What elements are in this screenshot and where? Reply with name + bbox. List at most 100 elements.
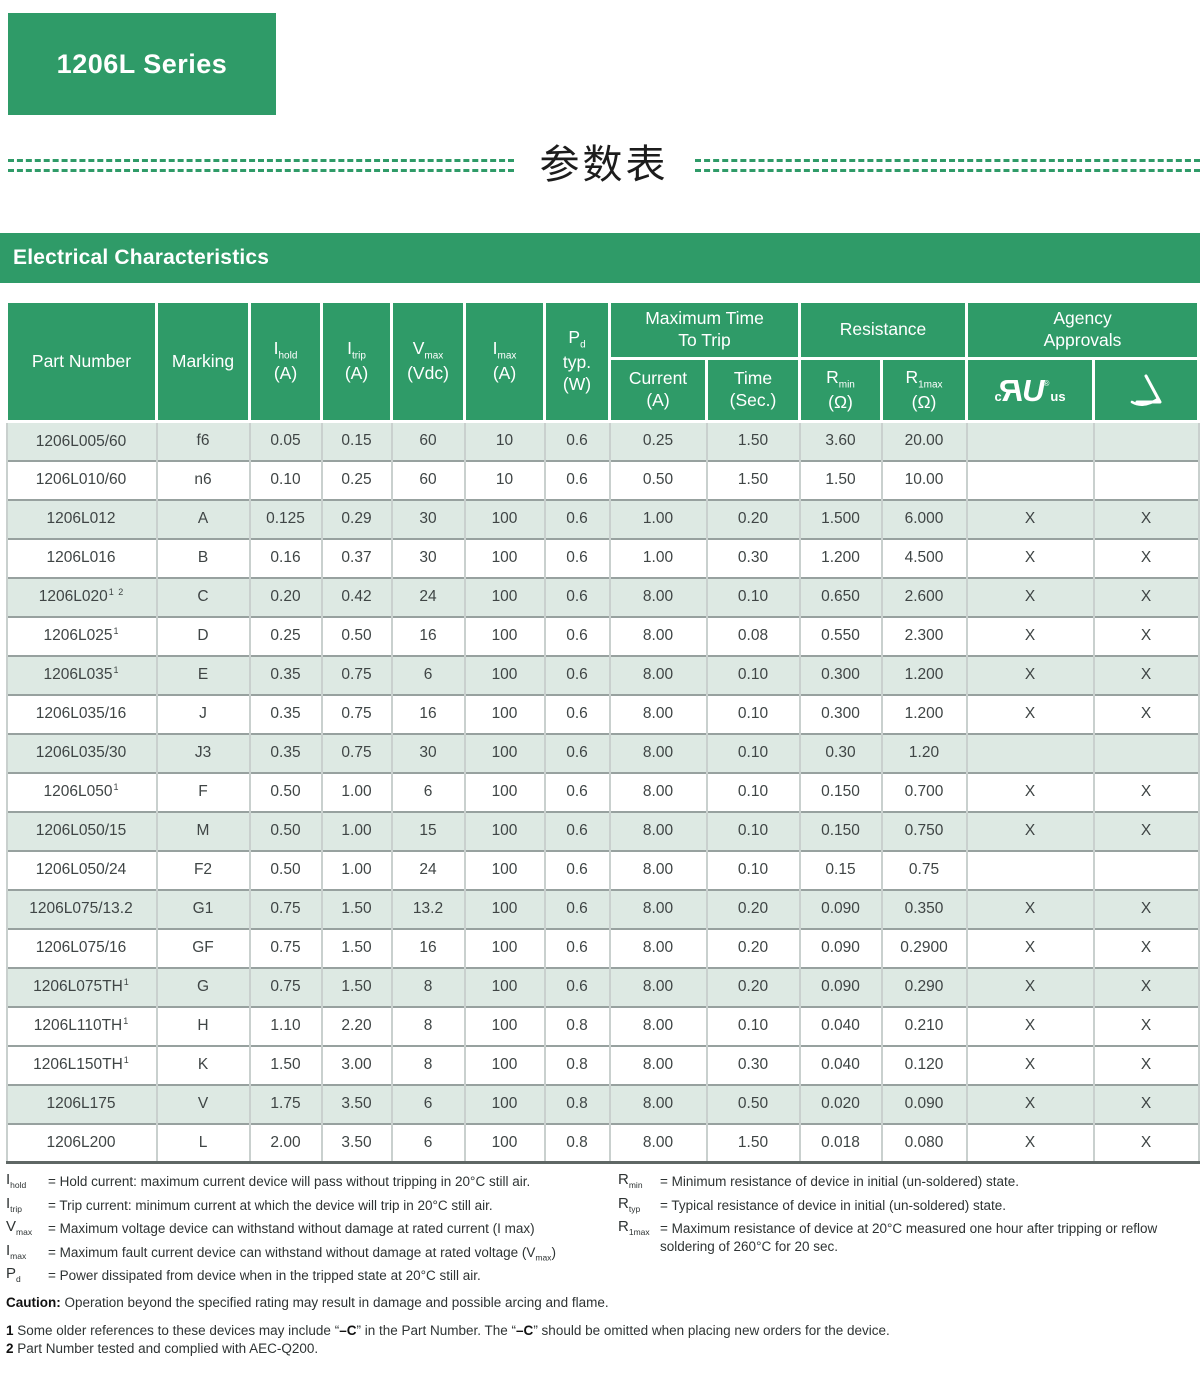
cell-r1max: 4.500: [880, 537, 968, 578]
cell-ul-approval: X: [965, 498, 1095, 539]
cell-imax: 100: [463, 732, 546, 773]
note-2: 2 Part Number tested and complied with A…: [6, 1341, 319, 1357]
cell-marking: B: [155, 537, 251, 578]
cell-itrip: 3.50: [320, 1083, 393, 1124]
cell-imax: 100: [463, 927, 546, 968]
col-tuv-approval: [1092, 357, 1200, 423]
cell-part-number: 1206L050/15: [5, 810, 158, 851]
cell-trip-current: 8.00: [608, 732, 708, 773]
cell-ul-approval: X: [965, 654, 1095, 695]
cell-trip-current: 0.50: [608, 459, 708, 500]
cell-marking: K: [155, 1044, 251, 1085]
cell-r1max: 1.200: [880, 654, 968, 695]
cell-marking: GF: [155, 927, 251, 968]
col-imax: Imax (A): [463, 300, 546, 423]
cell-trip-current: 1.00: [608, 537, 708, 578]
cell-tuv-approval: [1092, 421, 1200, 461]
cell-rmin: 0.090: [798, 966, 883, 1007]
table-row: 1206L035/16 J 0.35 0.75 16 100 0.6 8.00 …: [5, 693, 1200, 734]
table-header: Part Number Marking Ihold (A) Itrip (A) Vm…: [5, 300, 1200, 423]
cell-imax: 100: [463, 537, 546, 578]
cell-pd: 0.8: [543, 1122, 611, 1163]
cell-itrip: 0.29: [320, 498, 393, 539]
cell-rmin: 1.500: [798, 498, 883, 539]
cell-imax: 100: [463, 576, 546, 617]
cell-trip-current: 8.00: [608, 810, 708, 851]
footnote-itrip: Itrip = Trip current: minimum current at …: [6, 1194, 493, 1214]
cell-trip-current: 1.00: [608, 498, 708, 539]
cell-part-number: 1206L150TH1: [5, 1044, 158, 1085]
col-marking: Marking: [155, 300, 251, 423]
cell-vmax: 15: [390, 810, 466, 851]
cell-vmax: 16: [390, 927, 466, 968]
cell-vmax: 30: [390, 732, 466, 773]
caution-label: Caution:: [6, 1295, 61, 1310]
cell-trip-time: 0.20: [705, 498, 801, 539]
cell-ihold: 0.50: [248, 771, 323, 812]
col-group-resistance: Resistance: [797, 300, 969, 360]
cell-rmin: 1.200: [798, 537, 883, 578]
cell-imax: 100: [463, 1005, 546, 1046]
cell-part-number: 1206L012: [5, 498, 158, 539]
cell-part-number: 1206L200: [5, 1122, 158, 1163]
cell-imax: 100: [463, 849, 546, 890]
cell-tuv-approval: [1092, 849, 1200, 890]
cell-ihold: 0.05: [248, 421, 323, 461]
cell-rmin: 0.550: [798, 615, 883, 656]
cell-part-number: 1206L075TH1: [5, 966, 158, 1007]
cell-tuv-approval: X: [1092, 693, 1200, 734]
col-vmax: Vmax (Vdc): [390, 300, 466, 423]
caution-line: Caution: Operation beyond the specified …: [6, 1295, 1196, 1310]
cell-trip-time: 0.20: [705, 927, 801, 968]
cell-marking: n6: [155, 459, 251, 500]
spec-table: Part Number Marking Ihold (A) Itrip (A) Vm…: [5, 300, 1200, 1164]
table-row: 1206L150TH1 K 1.50 3.00 8 100 0.8 8.00 0…: [5, 1044, 1200, 1085]
cell-rmin: 0.150: [798, 810, 883, 851]
cell-vmax: 6: [390, 1083, 466, 1124]
cell-ihold: 0.50: [248, 810, 323, 851]
cell-imax: 10: [463, 459, 546, 500]
cell-itrip: 3.00: [320, 1044, 393, 1085]
cell-trip-current: 8.00: [608, 1005, 708, 1046]
cell-r1max: 0.75: [880, 849, 968, 890]
cell-ihold: 0.10: [248, 459, 323, 500]
cell-part-number: 1206L050/24: [5, 849, 158, 890]
cell-part-number: 1206L075/13.2: [5, 888, 158, 929]
cell-trip-time: 0.08: [705, 615, 801, 656]
cell-rmin: 0.090: [798, 888, 883, 929]
cell-itrip: 1.00: [320, 771, 393, 812]
cell-trip-current: 8.00: [608, 615, 708, 656]
cell-rmin: 0.020: [798, 1083, 883, 1124]
cell-itrip: 2.20: [320, 1005, 393, 1046]
cell-pd: 0.6: [543, 654, 611, 695]
cell-vmax: 6: [390, 771, 466, 812]
cell-imax: 100: [463, 771, 546, 812]
cell-vmax: 8: [390, 966, 466, 1007]
cell-trip-time: 1.50: [705, 1122, 801, 1163]
table-row: 1206L035/30 J3 0.35 0.75 30 100 0.6 8.00…: [5, 732, 1200, 773]
cell-ihold: 1.10: [248, 1005, 323, 1046]
cell-tuv-approval: X: [1092, 1122, 1200, 1163]
cell-vmax: 16: [390, 693, 466, 734]
table-row: 1206L005/60 f6 0.05 0.15 60 10 0.6 0.25 …: [5, 421, 1200, 461]
cell-ul-approval: X: [965, 576, 1095, 617]
cell-pd: 0.6: [543, 498, 611, 539]
col-trip-time: Time (Sec.): [705, 357, 801, 423]
dash-line-right: [694, 158, 1200, 172]
cell-itrip: 1.00: [320, 849, 393, 890]
cell-itrip: 0.75: [320, 732, 393, 773]
col-group-agency-approvals: Agency Approvals: [965, 300, 1200, 360]
cell-itrip: 3.50: [320, 1122, 393, 1163]
cell-trip-current: 8.00: [608, 888, 708, 929]
cell-trip-time: 0.50: [705, 1083, 801, 1124]
cell-ul-approval: [965, 849, 1095, 890]
cell-r1max: 0.290: [880, 966, 968, 1007]
cell-r1max: 0.750: [880, 810, 968, 851]
cell-itrip: 0.50: [320, 615, 393, 656]
col-trip-current: Current (A): [608, 357, 708, 423]
series-badge-label: 1206L Series: [56, 48, 228, 79]
cell-pd: 0.6: [543, 888, 611, 929]
cell-trip-current: 8.00: [608, 1083, 708, 1124]
cell-r1max: 0.080: [880, 1122, 968, 1163]
cell-trip-time: 0.10: [705, 732, 801, 773]
